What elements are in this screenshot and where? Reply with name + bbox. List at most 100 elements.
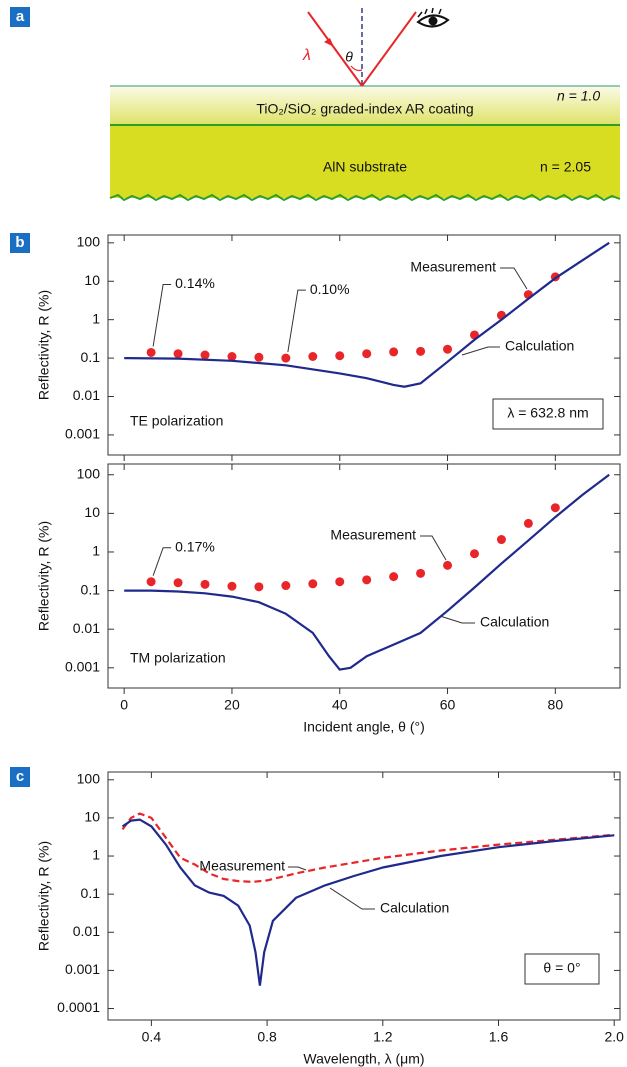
annotation: λ = 632.8 nm — [507, 405, 588, 421]
data-point — [496, 535, 506, 545]
callout-line — [500, 267, 528, 290]
data-point — [550, 503, 560, 513]
data-point — [416, 568, 426, 578]
series-line — [124, 241, 610, 388]
data-point — [308, 579, 318, 589]
callout-line — [439, 615, 475, 624]
y-axis-label: Reflectivity, R (%) — [36, 841, 52, 951]
y-tick-label: 0.01 — [73, 923, 100, 939]
incident-ray — [307, 11, 363, 87]
substrate-label: AlN substrate — [323, 159, 407, 175]
chart: b 0.001 0.01 0.1 1 10 100 Reflectivity, R (%) 0.… — [10, 233, 621, 461]
annotation-box — [492, 398, 604, 430]
callout-line — [152, 283, 172, 347]
y-tick-label: 0.1 — [81, 885, 101, 901]
substrate-edge — [109, 193, 621, 202]
ray-arrow — [324, 38, 334, 47]
data-point — [227, 351, 237, 361]
panel-label: b — [15, 234, 24, 251]
panel-label: c — [16, 768, 24, 785]
data-point — [254, 352, 264, 362]
panel-label-box — [10, 767, 30, 787]
panel-label-box — [10, 7, 30, 27]
data-point — [200, 350, 210, 360]
x-axis-label: Incident angle, θ (°) — [303, 719, 425, 735]
reflected-ray — [361, 11, 417, 87]
data-point — [443, 344, 453, 354]
data-point — [443, 560, 453, 570]
n-air: n = 1.0 — [557, 88, 600, 104]
annotation-box — [524, 953, 600, 985]
value-label: 0.17% — [175, 538, 215, 554]
value-label: 0.10% — [310, 281, 350, 297]
callout-line — [152, 547, 172, 576]
y-tick-label: 0.001 — [65, 426, 100, 442]
y-tick-label: 0.01 — [73, 387, 100, 403]
data-point — [389, 572, 399, 582]
data-point — [335, 577, 345, 587]
callout-line — [287, 289, 306, 353]
data-point — [362, 575, 372, 585]
data-point — [281, 581, 291, 591]
data-point — [254, 582, 264, 592]
y-tick-label: 10 — [84, 272, 100, 288]
data-point — [389, 347, 399, 357]
x-tick-label: 20 — [224, 697, 240, 713]
annotation: θ = 0° — [543, 960, 580, 976]
chart: 0.001 0.01 0.1 1 10 100 0 20 40 60 80 Reflectivity,… — [36, 463, 621, 735]
eyelashes — [417, 7, 442, 18]
y-tick-label: 0.01 — [73, 620, 100, 636]
y-tick-label: 1 — [92, 847, 100, 863]
x-tick-label: 0 — [120, 697, 128, 713]
x-tick-label: 60 — [440, 697, 456, 713]
eye-pupil — [428, 16, 438, 26]
callout-line — [420, 535, 447, 561]
annotation: TM polarization — [130, 650, 226, 666]
series-name: Measurement — [410, 259, 496, 275]
angle-symbol: θ — [345, 49, 353, 65]
callout-line — [461, 346, 500, 356]
data-point — [469, 549, 479, 559]
y-tick-label: 100 — [77, 234, 101, 250]
y-tick-label: 1 — [92, 310, 100, 326]
y-axis-label: Reflectivity, R (%) — [36, 290, 52, 400]
data-point — [173, 578, 183, 588]
x-tick-label: 40 — [332, 697, 348, 713]
wavelength-symbol: λ — [302, 47, 311, 64]
coating-layer — [110, 86, 620, 124]
y-tick-label: 0.001 — [65, 659, 100, 675]
x-tick-label: 80 — [548, 697, 564, 713]
y-tick-label: 0.001 — [65, 961, 100, 977]
eye-icon — [416, 7, 450, 28]
data-point — [416, 346, 426, 356]
x-tick-label: 1.6 — [489, 1029, 509, 1045]
plot-frame — [107, 463, 621, 689]
data-point — [523, 518, 533, 528]
callout-line — [329, 887, 375, 910]
data-point — [308, 351, 318, 361]
series-line — [124, 473, 610, 671]
y-tick-label: 100 — [77, 465, 101, 481]
y-tick-label: 1 — [92, 543, 100, 559]
data-point — [173, 349, 183, 359]
angle-arc — [350, 65, 363, 72]
chart: c 0.0001 0.001 0.01 0.1 1 10 100 0.4 0.8 1.2 1.6 2.0… — [10, 767, 624, 1067]
substrate-layer — [110, 124, 620, 198]
x-tick-label: 1.2 — [373, 1029, 393, 1045]
coating-label: TiO₂/SiO₂ graded-index AR coating — [256, 101, 473, 117]
series-name: Calculation — [380, 900, 449, 916]
annotation: TE polarization — [130, 413, 223, 429]
data-point — [200, 579, 210, 589]
series-name: Measurement — [199, 858, 285, 874]
value-label: 0.14% — [175, 275, 215, 291]
x-tick-label: 2.0 — [604, 1029, 624, 1045]
panel-label: a — [16, 8, 25, 25]
y-tick-label: 10 — [84, 504, 100, 520]
plot-frame — [107, 234, 621, 456]
data-point — [362, 349, 372, 359]
x-axis-label: Wavelength, λ (μm) — [303, 1051, 424, 1067]
y-axis-label: Reflectivity, R (%) — [36, 521, 52, 631]
panel-label-box — [10, 233, 30, 253]
